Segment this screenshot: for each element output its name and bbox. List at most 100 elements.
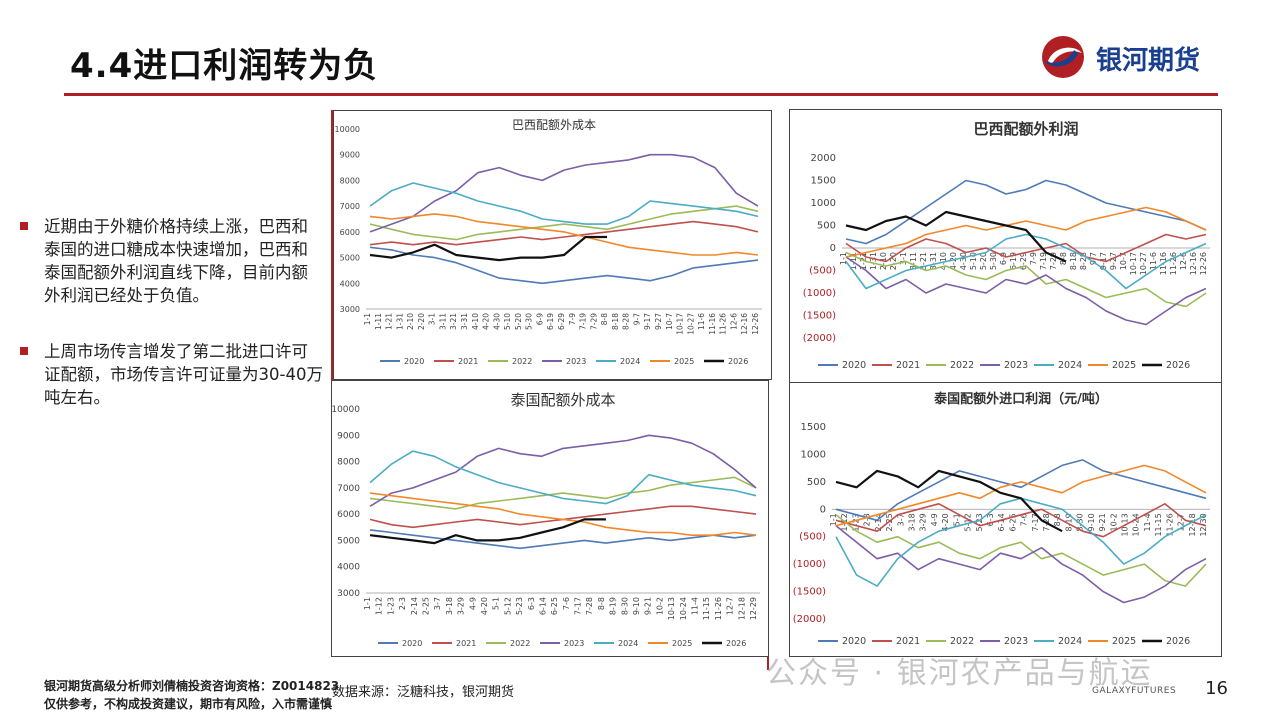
- y-tick-label: 0: [820, 504, 826, 515]
- x-tick-label: 4-20: [480, 597, 489, 615]
- x-tick-label: 11-15: [1154, 513, 1163, 536]
- series-line-2020: [369, 246, 759, 285]
- y-tick-label: 8000: [337, 458, 360, 468]
- series-line-2023: [835, 525, 1207, 604]
- y-tick-label: (2000): [803, 333, 836, 344]
- disclaimer: 仅供参考，不构成投资建议，期市有风险，入市需谨慎: [44, 697, 333, 711]
- x-tick-label: 11-4: [691, 597, 700, 615]
- x-tick-label: 6-25: [550, 597, 559, 615]
- x-tick-label: 11-4: [1143, 513, 1152, 531]
- legend-label: 2023: [564, 639, 584, 648]
- x-tick-label: 8-18: [1069, 252, 1078, 270]
- x-tick-label: 1-31: [395, 313, 404, 330]
- x-tick-label: 3-31: [929, 252, 938, 270]
- series-line-2022: [369, 205, 759, 241]
- legend-label: 2023: [566, 357, 586, 366]
- legend-label: 2021: [896, 360, 920, 371]
- y-tick-label: 9000: [337, 431, 360, 441]
- bullet-text: 近期由于外糖价格持续上涨，巴西和泰国的进口糖成本快速增加，巴西和泰国配额外利润直…: [44, 217, 308, 305]
- x-tick-label: 12-16: [1189, 252, 1198, 275]
- x-tick-label: 10-2: [655, 597, 664, 615]
- x-tick-label: 3-21: [449, 313, 458, 330]
- legend-label: 2020: [404, 357, 424, 366]
- x-tick-label: 7-19: [579, 313, 588, 330]
- series-line-2022: [369, 476, 757, 510]
- series-line-2021: [369, 505, 757, 529]
- x-tick-label: 1-23: [851, 513, 860, 531]
- x-tick-label: 2-25: [421, 597, 430, 615]
- watermark: 公众号 · 银河农产品与航运: [766, 656, 1153, 691]
- x-tick-label: 12-18: [737, 597, 746, 620]
- y-tick-label: (500): [809, 266, 836, 277]
- analyst-credential: 银河期货高级分析师刘倩楠投资咨询资格：Z0014823: [44, 677, 339, 694]
- series-line-2022: [835, 514, 1207, 587]
- legend-label: 2026: [1166, 360, 1190, 371]
- chart-thai-profit-svg: 泰国配额外进口利润（元/吨） 1500 1000 500 0 (500) (1000) (15…: [793, 391, 1210, 647]
- x-tick-label: 3-29: [457, 597, 466, 615]
- x-tick-label: 8-28: [1079, 252, 1088, 270]
- y-tick-label: 2000: [811, 153, 836, 164]
- x-tick-label: 12-7: [1177, 513, 1186, 531]
- y-tick-label: 1000: [801, 449, 826, 460]
- legend-label: 2026: [728, 357, 748, 366]
- title-divider: [64, 93, 1218, 96]
- x-tick-label: 11-16: [708, 313, 717, 335]
- x-tick-label: 6-19: [546, 313, 555, 330]
- y-tick-label: (2000): [793, 614, 826, 625]
- legend-label: 2021: [458, 357, 478, 366]
- legend-label: 2020: [842, 636, 866, 647]
- x-tick-label: 3-18: [907, 513, 916, 531]
- x-tick-label: 3-11: [909, 252, 918, 270]
- x-tick-label: 1-1: [829, 513, 838, 526]
- x-tick-label: 11-26: [719, 313, 728, 335]
- x-tick-label: 7-9: [1029, 252, 1038, 265]
- x-tick-label: 5-30: [525, 313, 534, 330]
- x-tick-label: 10-27: [686, 313, 695, 335]
- x-tick-label: 5-23: [975, 513, 984, 531]
- y-tick-label: 6000: [340, 228, 360, 237]
- series-line-2026: [835, 469, 1063, 533]
- series-line-2024: [369, 182, 759, 225]
- chart-brazil-cost: 巴西配额外成本 10000 9000 8000 7000 6000 5000 4000 3000…: [333, 110, 772, 380]
- x-tick-label: 4-9: [930, 513, 939, 526]
- legend-label: 2026: [726, 639, 746, 648]
- y-tick-label: 5000: [340, 254, 360, 263]
- x-tick-label: 12-6: [1179, 252, 1188, 270]
- page-number: 16: [1205, 678, 1228, 699]
- x-tick-label: 3-7: [896, 513, 905, 526]
- x-tick-label: 8-18: [611, 313, 620, 330]
- x-tick-label: 11-15: [702, 597, 711, 620]
- x-tick-label: 6-14: [538, 597, 547, 615]
- series-line-2020: [845, 179, 1207, 245]
- series-line-2020: [369, 529, 757, 550]
- x-tick-label: 1-23: [386, 597, 395, 615]
- x-tick-label: 1-12: [375, 597, 384, 615]
- y-tick-label: 1000: [811, 198, 836, 209]
- x-tick-label: 6-29: [557, 313, 566, 330]
- x-tick-label: 10-7: [1119, 252, 1128, 270]
- x-tick-label: 11-6: [1149, 252, 1158, 270]
- series-line-2025: [845, 206, 1207, 258]
- legend-label: 2025: [674, 357, 694, 366]
- series-line-2025: [835, 464, 1207, 527]
- y-tick-label: (500): [799, 532, 826, 543]
- x-tick-label: 3-1: [899, 252, 908, 265]
- x-tick-label: 7-6: [562, 597, 571, 610]
- x-tick-label: 12-16: [740, 313, 749, 335]
- x-tick-label: 4-9: [468, 597, 477, 610]
- x-tick-label: 6-3: [986, 513, 995, 526]
- bullet-marker: [20, 347, 28, 355]
- x-tick-label: 3-18: [445, 597, 454, 615]
- x-tick-label: 8-8: [600, 313, 609, 325]
- x-tick-label: 5-10: [969, 252, 978, 270]
- x-tick-label: 2-14: [874, 513, 883, 531]
- x-tick-label: 4-20: [482, 313, 491, 330]
- x-tick-label: 1-1: [839, 252, 848, 265]
- legend-label: 2021: [456, 639, 476, 648]
- x-tick-label: 7-19: [1039, 252, 1048, 270]
- logo-text: 银河期货: [1096, 46, 1201, 76]
- x-tick-label: 7-17: [1031, 513, 1040, 531]
- x-tick-label: 2-3: [863, 513, 872, 526]
- data-source: 数据来源：泛糖科技，银河期货: [332, 685, 515, 700]
- x-tick-label: 2-14: [410, 597, 419, 615]
